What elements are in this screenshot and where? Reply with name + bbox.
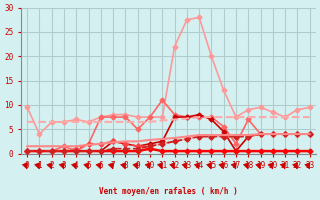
X-axis label: Vent moyen/en rafales ( km/h ): Vent moyen/en rafales ( km/h ) <box>99 187 238 196</box>
